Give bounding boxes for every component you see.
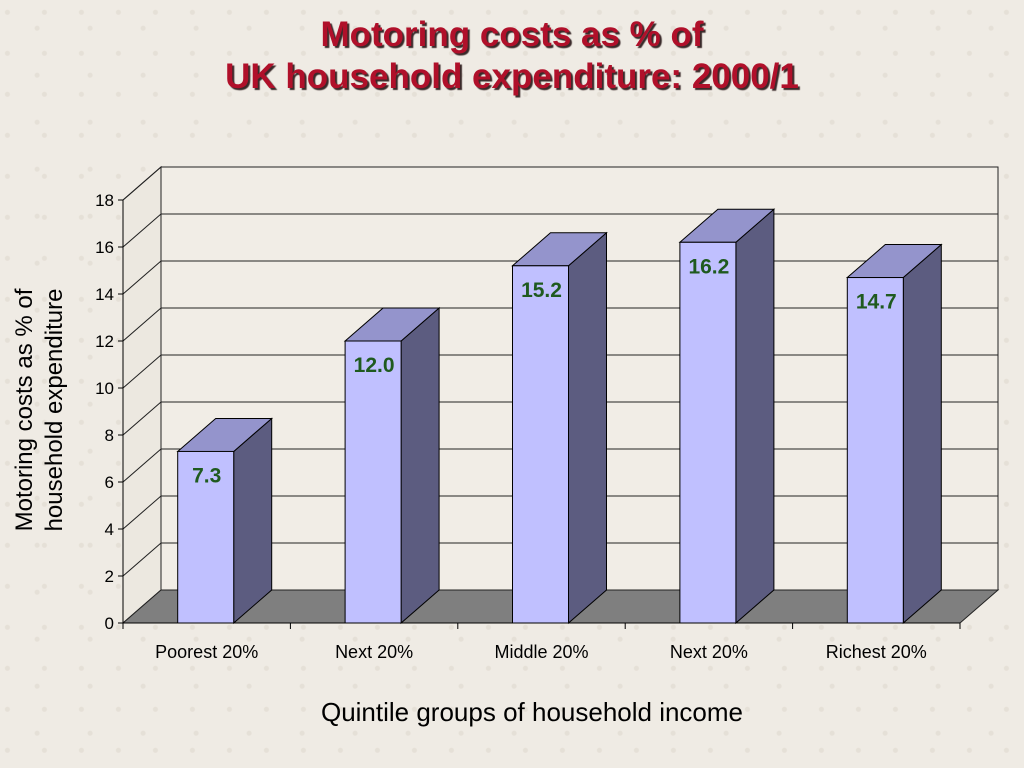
x-tick-label: Richest 20%	[826, 642, 927, 662]
bar-value-label: 7.3	[192, 464, 221, 487]
bar-side	[568, 231, 607, 625]
x-axis-label: Quintile groups of household income	[321, 697, 743, 727]
bar-side	[735, 208, 775, 625]
bar-front	[177, 450, 235, 624]
gridline	[122, 166, 998, 201]
y-axis-label-line-2: household expenditure	[41, 289, 68, 532]
y-tick-label: 14	[95, 285, 114, 304]
bar-front	[512, 265, 569, 624]
y-tick-label: 12	[95, 332, 114, 351]
bar-front	[344, 340, 402, 624]
y-tick-label: 0	[105, 614, 114, 633]
side-wall	[122, 165, 162, 625]
x-tick-label: Next 20%	[335, 642, 413, 662]
x-tick-label: Poorest 20%	[155, 642, 258, 662]
y-tick-label: 18	[95, 191, 114, 210]
y-tick-label: 2	[105, 567, 114, 586]
bar-front	[846, 277, 904, 624]
bar-value-label: 12.0	[354, 354, 395, 377]
bar	[176, 417, 274, 625]
bar	[511, 231, 608, 625]
bar	[343, 306, 441, 625]
bar	[845, 243, 943, 625]
y-axis-label-line-1: Motoring costs as % of	[11, 288, 38, 531]
chart-bars	[176, 208, 943, 625]
chart-title-line-1: Motoring costs as % of	[320, 15, 704, 54]
bar-side	[902, 243, 942, 625]
bar-value-label: 16.2	[688, 255, 729, 278]
y-tick-label: 4	[105, 520, 114, 539]
bar	[678, 208, 776, 625]
bar-value-label: 14.7	[856, 291, 897, 314]
x-tick-label: Next 20%	[670, 642, 748, 662]
y-tick-label: 10	[95, 379, 114, 398]
chart-title: Motoring costs as % of UK household expe…	[0, 14, 1024, 98]
chart-title-line-2: UK household expenditure: 2000/1	[225, 57, 799, 96]
y-tick-label: 16	[95, 238, 114, 257]
bar-side	[233, 417, 273, 625]
x-tick-label: Middle 20%	[494, 642, 588, 662]
bar-value-label: 15.2	[521, 279, 562, 302]
bar-front	[679, 241, 737, 624]
y-tick-label: 8	[105, 426, 114, 445]
bar-side	[400, 306, 440, 625]
chart-labels: 7.3 Poorest 20% 12.0 Next 20% 15.2 Middle 20%…	[155, 255, 927, 662]
y-tick-label: 6	[105, 473, 114, 492]
